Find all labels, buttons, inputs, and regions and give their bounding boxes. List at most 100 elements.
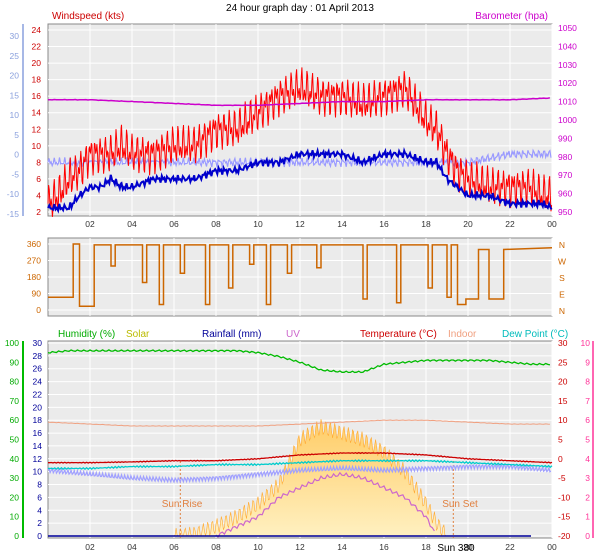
indoor-label: Indoor [448,329,477,340]
rain-tick: 24 [33,377,43,387]
outer-wind-tick: -5 [11,169,19,179]
barometer-tick: 1000 [558,115,577,125]
direction-series [48,243,553,308]
compass-label: W [558,257,566,267]
temp-axis-ticks: 02 04 06 08 10 12 14 16 18 20 22 000102030405060708… [5,338,594,552]
wind-hour-tick: 12 [295,219,305,229]
wind-hour-tick: 00 [547,219,557,229]
rain-tick: 22 [33,389,43,399]
uv-tick: 0 [585,531,590,541]
temp-series [47,349,553,538]
outer-wind-tick: 30 [10,31,20,41]
rain-tick: 30 [33,338,43,348]
outer-wind-tick: -10 [7,189,20,199]
uv-tick: 8 [585,377,590,387]
windspeed-tick: 8 [36,157,41,167]
rain-tick: 6 [37,492,42,502]
wind-hour-tick: 16 [379,219,389,229]
humidity-tick: 0 [14,531,19,541]
wind-hour-tick: 22 [505,219,515,229]
barometer-line [48,97,551,107]
temp-tick: -10 [558,492,571,502]
windspeed-tick: 4 [36,190,41,200]
windspeed-tick: 24 [32,25,42,35]
barometer-tick: 970 [558,170,572,180]
windspeed-tick: 2 [36,207,41,217]
barometer-tick: 1030 [558,60,577,70]
wind-series [47,67,553,217]
wind-hour-tick: 10 [253,219,263,229]
rainfall-label: Rainfall (mm) [202,329,261,340]
temp-hour-tick: 14 [337,542,347,552]
uv-tick: 10 [581,338,591,348]
uv-tick: 4 [585,454,590,464]
temp-hour-tick: 22 [505,542,515,552]
uv-label: UV [286,329,300,340]
humidity-tick: 80 [10,377,20,387]
windspeed-tick: 6 [36,174,41,184]
temp-tick: 10 [558,415,568,425]
compass-label: N [559,306,565,316]
temp-background-line [47,463,552,484]
wind-hour-tick: 18 [421,219,431,229]
temp-hour-tick: 20 [463,542,473,552]
outer-wind-tick: -15 [7,209,20,219]
rain-tick: 18 [33,415,43,425]
temp-hour-tick: 16 [379,542,389,552]
wind-hour-tick: 20 [463,219,473,229]
uv-tick: 1 [585,512,590,522]
humidity-line [47,349,551,374]
uv-tick: 6 [585,415,590,425]
barometer-tick: 950 [558,207,572,217]
windspeed-tick: 20 [32,58,42,68]
humidity-tick: 30 [10,473,20,483]
rain-tick: 4 [37,505,42,515]
barometer-tick: 1050 [558,23,577,33]
temp-hour-tick: 04 [127,542,137,552]
rain-tick: 28 [33,351,43,361]
direction-tick: 180 [27,272,41,282]
rain-tick: 10 [33,467,43,477]
windspeed-tick: 18 [32,75,42,85]
barometer-tick: 980 [558,152,572,162]
wind-grid [48,24,553,216]
direction-tick: 270 [27,256,41,266]
compass-label: E [559,290,565,300]
windspeed-tick: 12 [32,124,42,134]
windspeed-tick: 14 [32,108,42,118]
wind-hour-tick: 04 [127,219,137,229]
temp-tick: 5 [558,435,563,445]
wind-baro-panel: Windspeed (kts) Barometer (hpa) 02 04 06 08… [7,11,577,229]
direction-grid [48,238,553,316]
temp-tick: 15 [558,396,568,406]
sun-hours-label: Sun 380 [437,543,475,554]
sunset-label: Sun Set [442,499,478,510]
rain-tick: 8 [37,480,42,490]
wind-axis-ticks: 02 04 06 08 10 12 14 16 18 20 22 002468101214161820… [7,23,577,229]
humidity-tick: 60 [10,415,20,425]
temperature-label: Temperature (°C) [360,329,437,340]
temp-tick: -5 [558,473,566,483]
rain-tick: 14 [33,441,43,451]
uv-tick: 7 [585,396,590,406]
rain-tick: 26 [33,364,43,374]
uv-line [215,471,435,538]
humidity-tick: 100 [5,338,19,348]
humidity-tick: 40 [10,454,20,464]
uv-tick: 2 [585,492,590,502]
compass-label: N [559,240,565,250]
temp-tick: -20 [558,531,571,541]
solar-area [173,419,447,537]
temp-hour-tick: 00 [547,542,557,552]
wind-direction-line [48,243,553,308]
humidity-tick: 10 [10,512,20,522]
direction-tick: 360 [27,239,41,249]
barometer-tick: 960 [558,189,572,199]
wind-background-line [47,148,552,169]
outer-wind-tick: 5 [14,130,19,140]
average-wind-line [47,146,553,214]
windspeed-axis-label: Windspeed (kts) [52,11,124,22]
